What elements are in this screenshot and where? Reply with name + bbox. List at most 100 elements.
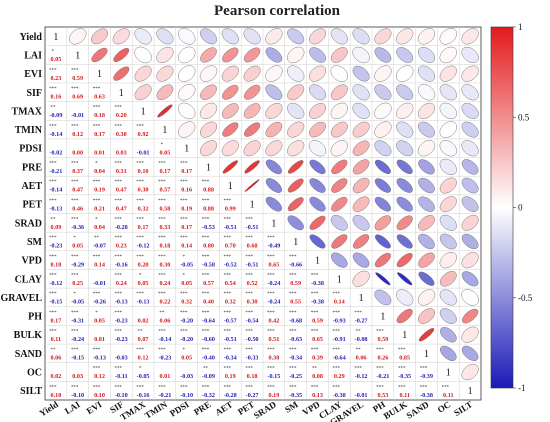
significance-stars: *** bbox=[202, 255, 210, 260]
diagonal-value: 1 bbox=[446, 368, 451, 379]
correlation-value: 0.30 bbox=[116, 131, 127, 138]
significance-stars: *** bbox=[49, 255, 57, 260]
significance-stars: *** bbox=[224, 218, 232, 223]
correlation-value: -0.20 bbox=[180, 336, 193, 343]
correlation-ellipse bbox=[396, 234, 413, 249]
correlation-ellipse bbox=[396, 308, 413, 324]
correlation-value: 0.03 bbox=[116, 149, 127, 156]
correlation-value: -0.21 bbox=[376, 373, 389, 380]
correlation-ellipse bbox=[113, 66, 130, 81]
correlation-ellipse bbox=[461, 252, 479, 269]
correlation-ellipse bbox=[309, 121, 326, 138]
correlation-ellipse bbox=[461, 177, 479, 194]
significance-stars: *** bbox=[333, 348, 341, 353]
correlation-ellipse bbox=[374, 140, 392, 157]
correlation-ellipse bbox=[396, 253, 413, 268]
correlation-value: 0.23 bbox=[50, 75, 61, 82]
correlation-ellipse bbox=[396, 47, 414, 63]
significance-stars: *** bbox=[49, 87, 57, 92]
correlation-value: 0.14 bbox=[181, 243, 192, 250]
significance-stars: *** bbox=[115, 255, 123, 260]
correlation-ellipse bbox=[221, 140, 239, 157]
column-label: TMIN bbox=[143, 399, 170, 421]
significance-stars: *** bbox=[93, 385, 101, 390]
diagonal-value: 1 bbox=[293, 237, 298, 248]
correlation-value: 0.02 bbox=[138, 317, 149, 324]
correlation-ellipse bbox=[265, 65, 283, 82]
correlation-ellipse bbox=[265, 84, 283, 101]
correlation-ellipse bbox=[352, 140, 370, 156]
significance-stars: *** bbox=[115, 199, 123, 204]
significance-stars: ** bbox=[50, 106, 56, 111]
correlation-ellipse bbox=[330, 47, 348, 63]
row-labels: Yield LAI EVI SIF TMAX TMIN PDSI PRE AET PET SRAD S… bbox=[1, 32, 43, 397]
correlation-value: 0.05 bbox=[181, 355, 192, 362]
row-label: CLAY bbox=[15, 274, 43, 285]
significance-stars: *** bbox=[180, 329, 188, 334]
correlation-value: -0.23 bbox=[115, 317, 128, 324]
correlation-value: 0.54 bbox=[225, 280, 236, 287]
column-label: TMAX bbox=[119, 399, 148, 422]
significance-stars: *** bbox=[267, 367, 275, 372]
correlation-value: 0.14 bbox=[334, 299, 345, 306]
correlation-ellipse bbox=[374, 159, 391, 174]
correlation-ellipse bbox=[134, 28, 152, 45]
correlation-value: -0.24 bbox=[267, 280, 280, 287]
correlation-ellipse bbox=[352, 159, 370, 175]
correlation-value: -0.01 bbox=[355, 392, 368, 399]
significance-stars: *** bbox=[115, 124, 123, 129]
column-label: PRE bbox=[192, 399, 213, 417]
correlation-ellipse bbox=[265, 102, 283, 119]
significance-stars: *** bbox=[71, 385, 79, 390]
significance-stars: *** bbox=[158, 292, 166, 297]
correlation-value: 0.59 bbox=[312, 317, 323, 324]
correlation-ellipse bbox=[330, 102, 348, 120]
correlation-value: 0.10 bbox=[94, 392, 105, 399]
correlation-value: -0.34 bbox=[289, 355, 302, 362]
correlation-ellipse bbox=[112, 28, 130, 45]
correlation-value: -0.52 bbox=[224, 261, 237, 268]
correlation-ellipse bbox=[439, 196, 457, 213]
significance-stars: *** bbox=[289, 255, 297, 260]
significance-stars: *** bbox=[71, 218, 79, 223]
correlation-ellipse bbox=[374, 121, 392, 138]
correlation-ellipse bbox=[309, 28, 326, 45]
significance-stars: *** bbox=[311, 385, 319, 390]
row-label: SRAD bbox=[15, 218, 42, 229]
correlation-ellipse bbox=[309, 47, 326, 63]
correlation-ellipse bbox=[396, 121, 414, 138]
significance-stars: *** bbox=[136, 348, 144, 353]
correlation-ellipse bbox=[439, 271, 457, 287]
significance-stars: ** bbox=[356, 329, 362, 334]
correlation-value: 0.17 bbox=[181, 168, 192, 175]
correlation-ellipse bbox=[461, 140, 479, 157]
correlation-ellipse bbox=[417, 65, 436, 82]
correlation-ellipse bbox=[265, 121, 283, 138]
significance-stars: *** bbox=[333, 292, 341, 297]
correlation-value: 0.07 bbox=[138, 336, 149, 343]
correlation-value: 0.53 bbox=[377, 392, 388, 399]
correlation-value: 0.29 bbox=[334, 373, 345, 380]
significance-stars: *** bbox=[311, 311, 319, 316]
correlation-ellipse bbox=[461, 65, 479, 82]
significance-stars: *** bbox=[180, 218, 188, 223]
correlation-value: -0.09 bbox=[202, 373, 215, 380]
diagonal-value: 1 bbox=[141, 106, 146, 117]
colorbar: 1 0.5 0 -0.5 -1 bbox=[490, 22, 533, 393]
significance-stars: *** bbox=[245, 218, 253, 223]
significance-stars: *** bbox=[93, 180, 101, 185]
significance-stars: *** bbox=[136, 236, 144, 241]
correlation-value: -0.53 bbox=[202, 224, 215, 231]
significance-stars: *** bbox=[202, 236, 210, 241]
correlation-ellipse bbox=[417, 28, 436, 45]
significance-stars: *** bbox=[158, 348, 166, 353]
significance-stars: *** bbox=[158, 385, 166, 390]
significance-stars: *** bbox=[49, 180, 57, 185]
significance-stars: *** bbox=[442, 385, 450, 390]
significance-stars: *** bbox=[158, 329, 166, 334]
significance-stars: * bbox=[139, 273, 142, 278]
correlation-ellipse bbox=[330, 215, 348, 231]
correlation-value: 0.70 bbox=[225, 243, 236, 250]
correlation-value: 0.16 bbox=[181, 187, 192, 194]
